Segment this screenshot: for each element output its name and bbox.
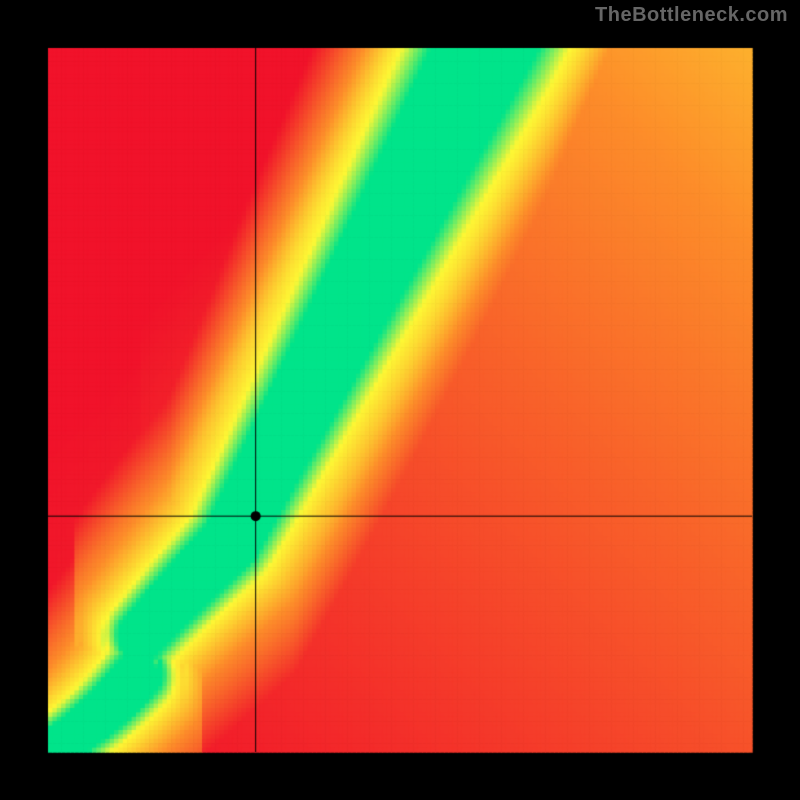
watermark-text: TheBottleneck.com [595,4,788,27]
bottleneck-heatmap [0,0,800,800]
